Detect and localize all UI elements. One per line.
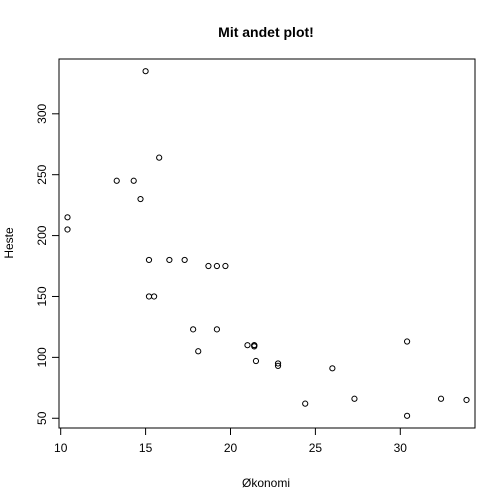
x-tick-label: 30 <box>394 441 408 455</box>
data-point <box>166 256 173 264</box>
data-point <box>150 293 158 300</box>
data-point <box>137 195 144 203</box>
data-point <box>244 342 251 349</box>
x-axis: 10 15 20 25 30 <box>54 427 408 455</box>
data-point <box>302 400 309 407</box>
data-point <box>213 326 221 333</box>
data-point <box>64 226 71 233</box>
data-point <box>351 395 358 402</box>
data-point <box>113 177 120 184</box>
data-point <box>274 362 282 369</box>
data-point <box>64 214 71 221</box>
data-point <box>274 360 282 367</box>
data-point <box>329 365 336 372</box>
x-axis-label: Økonomi <box>242 476 290 490</box>
data-point <box>145 293 153 300</box>
x-tick-label: 15 <box>139 441 153 455</box>
data-point <box>142 68 149 75</box>
data-point <box>195 348 202 355</box>
y-tick-label: 300 <box>35 103 49 123</box>
y-tick-label: 50 <box>35 411 49 425</box>
data-point <box>463 396 470 404</box>
data-points <box>64 68 470 419</box>
data-point <box>251 343 258 350</box>
data-point <box>403 338 411 345</box>
y-axis: 50 100 150 200 250 300 <box>35 103 60 425</box>
data-point <box>252 357 260 365</box>
y-tick-label: 100 <box>35 347 49 367</box>
data-point <box>130 177 137 184</box>
chart-title: Mit andet plot! <box>218 24 314 40</box>
data-point <box>222 262 229 270</box>
data-point <box>403 412 411 419</box>
plot-area-frame <box>58 58 476 429</box>
x-tick-label: 25 <box>309 441 323 455</box>
data-point <box>205 262 212 270</box>
data-point <box>437 395 445 402</box>
y-tick-label: 250 <box>35 164 49 184</box>
data-point <box>145 256 153 264</box>
y-tick-label: 150 <box>35 286 49 306</box>
y-axis-label: Heste <box>2 227 16 259</box>
x-tick-label: 10 <box>54 441 68 455</box>
data-point <box>156 154 163 161</box>
data-point <box>213 262 221 270</box>
y-tick-label: 200 <box>35 225 49 245</box>
x-tick-label: 20 <box>224 441 238 455</box>
data-point <box>181 256 188 264</box>
data-point <box>190 326 197 333</box>
